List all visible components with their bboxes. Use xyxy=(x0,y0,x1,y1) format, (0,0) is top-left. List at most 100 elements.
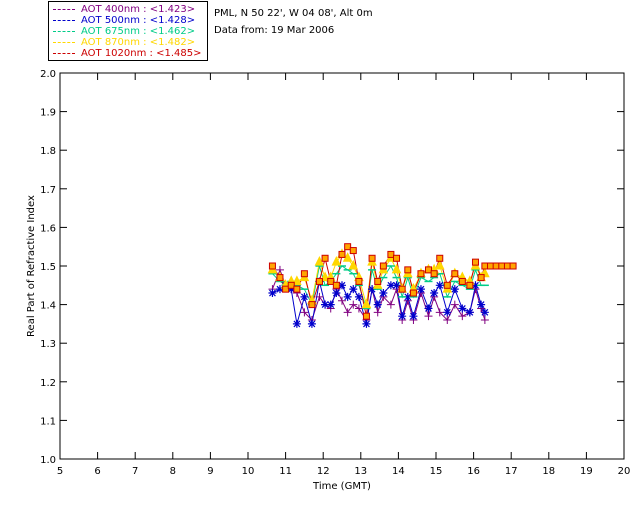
series-4-point-29 xyxy=(451,270,459,278)
legend-swatch-1020 xyxy=(53,52,75,54)
series-1-point-18 xyxy=(379,289,388,298)
x-tick-label-12: 17 xyxy=(505,466,518,477)
legend-label-675: AOT 675nm : <1.462> xyxy=(81,26,196,37)
series-4-point-23 xyxy=(409,289,417,297)
series-4-point-24 xyxy=(417,270,425,278)
x-tick-label-9: 14 xyxy=(392,466,405,477)
series-0-point-34 xyxy=(480,316,489,325)
series-0-point-14 xyxy=(354,304,363,313)
series-1-point-5 xyxy=(300,292,309,301)
series-0-point-17 xyxy=(373,308,382,317)
series-4-point-6 xyxy=(308,301,316,309)
y-tick-label-3: 1.3 xyxy=(40,339,56,350)
legend-entry-500: AOT 500nm : <1.428> xyxy=(53,15,195,26)
legend-label-1020: AOT 1020nm : <1.485> xyxy=(81,48,202,59)
x-tick-label-5: 10 xyxy=(242,466,255,477)
series-1-point-30 xyxy=(458,304,467,313)
series-3-point-12 xyxy=(342,252,353,262)
x-tick-label-1: 6 xyxy=(94,466,100,477)
legend-swatch-500 xyxy=(53,19,75,21)
y-tick-label-4: 1.4 xyxy=(40,301,56,312)
x-tick-label-13: 18 xyxy=(542,466,555,477)
series-4-point-19 xyxy=(387,250,395,258)
legend-entry-400: AOT 400nm : <1.423> xyxy=(53,4,195,15)
series-4-point-30 xyxy=(458,277,466,285)
series-4-point-22 xyxy=(404,266,412,274)
series-4-point-32 xyxy=(471,258,479,266)
x-tick-label-6: 11 xyxy=(279,466,292,477)
series-4-point-5 xyxy=(300,270,308,278)
series-3-point-13 xyxy=(348,259,359,270)
series-4-point-18 xyxy=(379,262,387,270)
legend-entry-1020: AOT 1020nm : <1.485> xyxy=(53,48,201,59)
series-1-point-9 xyxy=(326,300,335,309)
series-3-point-20 xyxy=(391,263,402,274)
legend-swatch-400 xyxy=(53,8,75,10)
series-4-point-7 xyxy=(315,277,323,285)
series-4-point-17 xyxy=(374,277,382,285)
series-4-point-25 xyxy=(424,266,432,274)
tail-point-0 xyxy=(487,262,495,270)
series-4-point-26 xyxy=(430,270,438,278)
x-tick-label-7: 12 xyxy=(317,466,330,477)
x-tick-label-2: 7 xyxy=(132,466,138,477)
legend-label-400: AOT 400nm : <1.423> xyxy=(81,4,196,15)
x-tick-label-15: 20 xyxy=(618,466,631,477)
series-0-point-11 xyxy=(338,296,346,305)
series-4-point-21 xyxy=(398,285,406,293)
date-text: Data from: 19 Mar 2006 xyxy=(214,25,335,36)
series-4-point-13 xyxy=(349,247,357,255)
series-4-point-31 xyxy=(466,281,474,289)
series-1-point-20 xyxy=(392,281,401,290)
series-0-point-30 xyxy=(458,312,467,321)
legend: AOT 400nm : <1.423> AOT 500nm : <1.428> … xyxy=(48,1,208,61)
series-1-point-19 xyxy=(386,281,395,290)
y-tick-label-9: 1.9 xyxy=(40,108,56,119)
series-4-point-8 xyxy=(321,254,329,262)
y-tick-label-8: 1.8 xyxy=(40,146,56,157)
x-tick-label-0: 5 xyxy=(57,466,63,477)
series-4-point-0 xyxy=(268,262,276,270)
y-tick-label-10: 2.0 xyxy=(40,69,56,80)
series-0-point-7 xyxy=(315,292,324,301)
tail-point-1 xyxy=(492,262,500,270)
series-1-point-28 xyxy=(443,308,452,317)
series-1-point-27 xyxy=(435,281,444,290)
series-1-point-16 xyxy=(368,285,377,294)
series-1-point-34 xyxy=(480,308,489,317)
series-1-point-17 xyxy=(373,300,382,309)
y-tick-label-5: 1.5 xyxy=(40,262,56,273)
legend-swatch-675 xyxy=(53,30,75,32)
y-tick-label-6: 1.6 xyxy=(40,223,56,234)
legend-label-500: AOT 500nm : <1.428> xyxy=(81,15,196,26)
series-0-point-5 xyxy=(300,308,309,317)
series-4-point-20 xyxy=(393,254,401,262)
location-text: PML, N 50 22', W 04 08', Alt 0m xyxy=(214,8,373,19)
series-1-point-12 xyxy=(343,292,352,301)
tail-point-3 xyxy=(503,262,511,270)
series-1-point-3 xyxy=(287,285,296,294)
series-0-point-19 xyxy=(386,300,395,309)
series-3-point-27 xyxy=(434,259,445,270)
series-0-point-13 xyxy=(349,300,358,309)
series-1-point-14 xyxy=(354,292,363,301)
series-3-point-15 xyxy=(361,298,372,309)
series-3-point-4 xyxy=(292,275,302,285)
series-1-point-26 xyxy=(430,289,439,298)
series-4-point-3 xyxy=(287,281,295,289)
series-0-point-29 xyxy=(450,300,459,309)
series-4-point-34 xyxy=(481,262,489,270)
series-1-point-1 xyxy=(275,285,284,294)
series-0-point-12 xyxy=(343,308,352,317)
x-tick-label-4: 9 xyxy=(207,466,213,477)
series-1-point-33 xyxy=(477,300,486,309)
series-4-point-15 xyxy=(362,312,370,320)
series-1-point-29 xyxy=(450,285,459,294)
series-4-point-12 xyxy=(344,243,352,251)
series-4-point-11 xyxy=(338,250,346,258)
series-4-point-16 xyxy=(368,254,376,262)
series-0-point-27 xyxy=(435,308,444,317)
series-1-point-25 xyxy=(424,304,433,313)
series-3-point-8 xyxy=(320,271,330,282)
series-1-point-8 xyxy=(321,300,330,309)
